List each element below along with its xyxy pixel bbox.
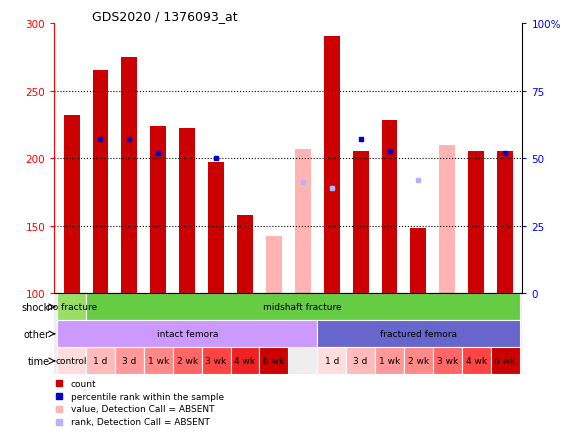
Bar — [324, 37, 340, 293]
Text: value, Detection Call = ABSENT: value, Detection Call = ABSENT — [71, 404, 214, 414]
Text: no fracture: no fracture — [46, 302, 96, 312]
Text: 1 d: 1 d — [324, 357, 339, 365]
Bar — [381, 121, 397, 293]
Text: 3 wk: 3 wk — [206, 357, 227, 365]
Bar — [462, 348, 490, 375]
Bar — [93, 71, 108, 293]
Text: GDS2020 / 1376093_at: GDS2020 / 1376093_at — [92, 10, 238, 23]
Bar — [295, 149, 311, 293]
Bar — [173, 348, 202, 375]
Text: 6 wk: 6 wk — [494, 357, 516, 365]
Text: 1 d: 1 d — [93, 357, 108, 365]
Bar — [179, 129, 195, 293]
Text: 6 wk: 6 wk — [263, 357, 284, 365]
Bar — [63, 115, 79, 293]
Bar — [150, 126, 166, 293]
Text: 4 wk: 4 wk — [466, 357, 487, 365]
Bar — [346, 348, 375, 375]
Text: fractured femora: fractured femora — [380, 329, 457, 339]
Bar — [266, 237, 282, 293]
Text: 2 wk: 2 wk — [408, 357, 429, 365]
Bar — [411, 229, 427, 293]
Bar — [144, 348, 173, 375]
Bar — [86, 348, 115, 375]
Text: 2 wk: 2 wk — [176, 357, 198, 365]
Text: count: count — [71, 379, 96, 388]
Text: 3 wk: 3 wk — [437, 357, 458, 365]
Bar — [375, 348, 404, 375]
Bar — [208, 163, 224, 293]
Bar — [57, 293, 86, 321]
Text: 1 wk: 1 wk — [148, 357, 169, 365]
Bar — [122, 58, 138, 293]
Text: rank, Detection Call = ABSENT: rank, Detection Call = ABSENT — [71, 417, 210, 426]
Text: 1 wk: 1 wk — [379, 357, 400, 365]
Bar — [317, 348, 346, 375]
Bar — [57, 348, 86, 375]
Text: intact femora: intact femora — [156, 329, 218, 339]
Bar — [231, 348, 259, 375]
Bar — [317, 321, 520, 348]
Bar — [115, 348, 144, 375]
Text: shock: shock — [22, 302, 50, 312]
Bar — [353, 152, 368, 293]
Bar — [57, 321, 317, 348]
Text: midshaft fracture: midshaft fracture — [263, 302, 342, 312]
Bar — [202, 348, 231, 375]
Bar — [490, 348, 520, 375]
Text: 3 d: 3 d — [122, 357, 136, 365]
Bar — [259, 348, 288, 375]
Bar — [468, 152, 484, 293]
Bar — [237, 215, 253, 293]
Bar — [497, 152, 513, 293]
Bar — [439, 145, 455, 293]
Text: 3 d: 3 d — [353, 357, 368, 365]
Text: other: other — [24, 329, 50, 339]
Bar — [433, 348, 462, 375]
Text: control: control — [56, 357, 87, 365]
Text: 4 wk: 4 wk — [235, 357, 256, 365]
Bar — [404, 348, 433, 375]
Text: time: time — [28, 356, 50, 366]
Text: percentile rank within the sample: percentile rank within the sample — [71, 391, 224, 401]
